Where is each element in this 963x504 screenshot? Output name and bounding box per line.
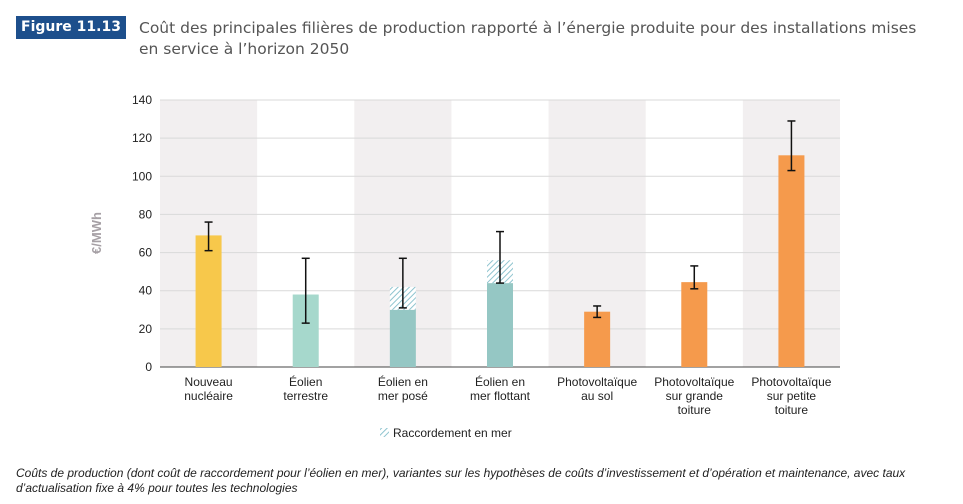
x-tick-label: Photovoltaïque sur grande toiture xyxy=(654,375,734,417)
y-tick-label: 100 xyxy=(132,169,152,183)
figure-label: Figure 11.13 xyxy=(16,16,126,39)
x-tick-label: Éolien en mer posé xyxy=(378,374,428,403)
figure-caption: Coûts de production (dont coût de raccor… xyxy=(16,466,906,495)
legend-item-label: Raccordement en mer xyxy=(393,426,512,440)
y-tick-label: 0 xyxy=(145,360,152,374)
x-tick-label: Éolien en mer flottant xyxy=(470,374,531,403)
y-axis-label: €/MWh xyxy=(89,212,104,254)
legend: Raccordement en mer xyxy=(380,426,512,440)
y-tick-label: 120 xyxy=(132,131,152,145)
x-tick-label: Nouveau nucléaire xyxy=(184,375,233,403)
bar-chart: 0 20 40 60 80 100 120 140 Nouveau nucléaire Éolie… xyxy=(89,93,840,440)
y-tick-label: 140 xyxy=(132,93,152,107)
y-tick-label: 80 xyxy=(139,207,153,221)
legend-swatch-hatch xyxy=(380,428,389,437)
bar xyxy=(681,282,708,367)
bar xyxy=(487,283,513,367)
bar xyxy=(195,235,222,367)
y-tick-label: 20 xyxy=(139,322,153,336)
bar xyxy=(389,309,416,367)
bar xyxy=(584,311,611,367)
x-tick-label: Éolien terrestre xyxy=(283,374,328,403)
y-tick-label: 40 xyxy=(139,284,153,298)
x-tick-label: Photovoltaïque sur petite toiture xyxy=(751,375,831,417)
x-tick-label: Photovoltaïque au sol xyxy=(557,375,637,403)
chart-title: Coût des principales filières de product… xyxy=(139,19,917,58)
y-tick-label: 60 xyxy=(139,246,153,260)
bar xyxy=(778,155,805,367)
